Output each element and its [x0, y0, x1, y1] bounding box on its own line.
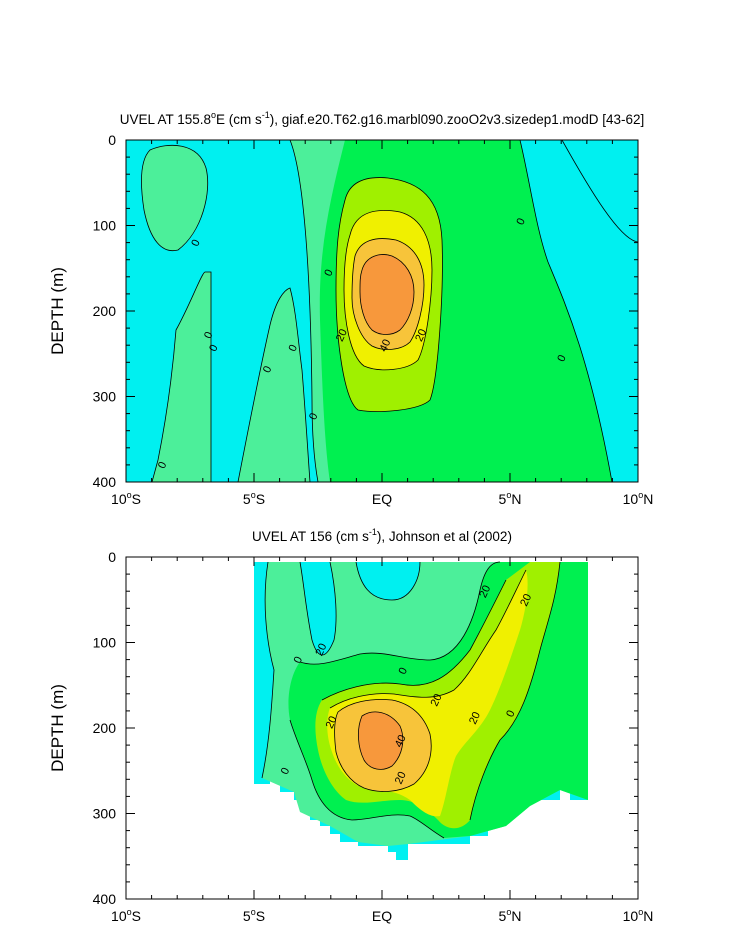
model-xtick-label: 10oN [623, 490, 654, 507]
model-region-0-thin-strip [204, 272, 211, 482]
model-xtick-label: 10oS [111, 490, 141, 507]
observed-contour-label: 0 [504, 709, 517, 720]
model-region-50 [360, 254, 414, 335]
model-contour-label: 40 [377, 338, 393, 354]
panel-observed-ylabel: DEPTH (m) [48, 684, 67, 772]
observed-region-50 [358, 711, 403, 770]
observed-ytick-label: 200 [93, 720, 117, 736]
panel-model: UVEL AT 155.8oE (cm s-1), giaf.e20.T62.g… [48, 110, 653, 507]
observed-contour-label: 20 [324, 714, 340, 730]
observed-ytick-label: 100 [93, 635, 117, 651]
observed-contour-label: 20 [467, 710, 483, 726]
observed-ytick-label: 0 [108, 549, 116, 565]
observed-contour-label: 20 [477, 584, 493, 600]
model-region-0-mid-column [238, 288, 310, 482]
panel-observed: UVEL AT 156 (cm s-1), Johnson et al (200… [48, 527, 653, 924]
observed-xtick-label: 5oS [243, 907, 265, 924]
panel-observed-title: UVEL AT 156 (cm s-1), Johnson et al (200… [252, 527, 512, 544]
observed-contour-field: 20 20 20 0 0 20 20 40 20 0 0 20 [254, 561, 588, 860]
observed-contour-label: 20 [429, 692, 445, 708]
model-contour-label: 20 [334, 327, 350, 343]
model-contour-label: 0 [202, 330, 215, 341]
model-contour-label: 0 [322, 268, 335, 279]
observed-ytick-label: 300 [93, 806, 117, 822]
observed-xtick-label: EQ [372, 908, 392, 924]
model-contour-field: 0 0 0 0 0 0 0 0 0 0 20 40 20 [126, 140, 638, 482]
model-contour-label: 0 [307, 411, 320, 422]
model-contour-label: 0 [555, 353, 568, 364]
observed-contour-label: 20 [518, 592, 534, 608]
model-xtick-label: 5oN [499, 490, 522, 507]
model-region-0-west-bubble [141, 145, 208, 251]
observed-contour-label: 0 [292, 655, 305, 666]
observed-contour-label: 20 [393, 770, 409, 786]
model-region-0-west-column [152, 272, 205, 482]
model-contour-label: 0 [156, 460, 169, 471]
observed-contour-label: 0 [397, 666, 410, 677]
model-contour-label: 0 [207, 343, 220, 354]
model-xtick-label: 5oS [243, 490, 265, 507]
model-ytick-label: 400 [93, 474, 117, 490]
model-contour-label: 0 [287, 343, 300, 354]
model-ytick-label: 200 [93, 303, 117, 319]
model-ytick-label: 0 [108, 132, 116, 148]
panel-model-ylabel: DEPTH (m) [48, 267, 67, 355]
observed-contour-label: 0 [279, 766, 292, 777]
observed-contour-label: 20 [313, 642, 329, 658]
model-ytick-label: 300 [93, 389, 117, 405]
observed-contour-label: 40 [393, 733, 409, 749]
model-contour-label: 0 [261, 364, 274, 375]
observed-xtick-label: 10oS [111, 907, 141, 924]
observed-contour-labels: 20 20 20 0 0 20 20 40 20 0 0 20 [279, 584, 534, 787]
model-contour-label: 0 [514, 216, 527, 227]
model-contour-lines [141, 140, 638, 482]
model-contour-label: 20 [413, 327, 429, 343]
observed-xtick-label: 10oN [623, 907, 654, 924]
observed-xtick-label: 5oN [499, 907, 522, 924]
model-contour-label: 0 [189, 238, 202, 249]
panel-model-title: UVEL AT 155.8oE (cm s-1), giaf.e20.T62.g… [120, 110, 645, 127]
observed-ytick-label: 400 [93, 891, 117, 907]
observed-contour-lines [261, 561, 561, 839]
model-xtick-label: EQ [372, 491, 392, 507]
model-ytick-label: 100 [93, 218, 117, 234]
model-contour-labels: 0 0 0 0 0 0 0 0 0 0 20 40 20 [156, 216, 569, 470]
